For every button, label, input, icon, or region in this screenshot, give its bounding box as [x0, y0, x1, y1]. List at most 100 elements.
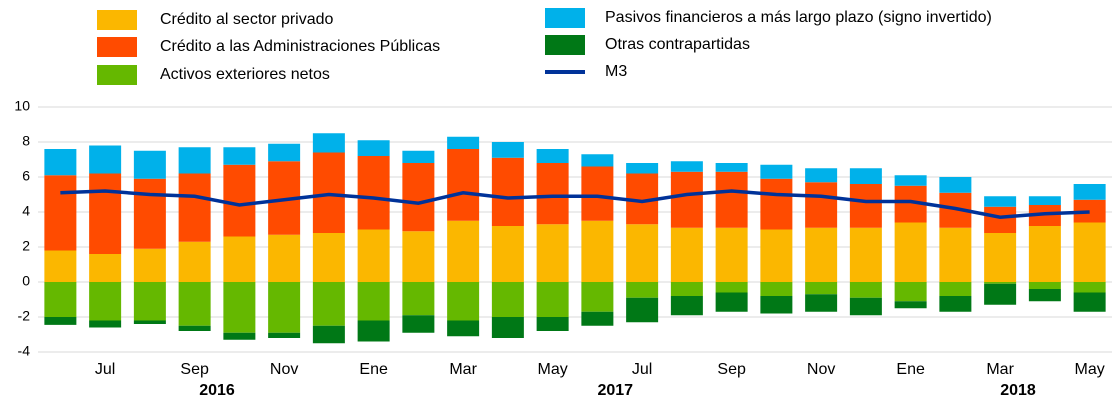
bar-segment: [312, 282, 345, 326]
x-tick-label: Mar: [986, 361, 1014, 378]
bar-segment: [894, 222, 927, 282]
x-tick-label: Nov: [807, 361, 835, 378]
bar-segment: [581, 311, 614, 326]
x-tick-label: Jul: [632, 361, 652, 378]
bar-segment: [44, 149, 77, 176]
bar-segment: [133, 248, 166, 282]
legend-label: Otras contrapartidas: [605, 36, 750, 53]
bar-segment: [760, 282, 793, 296]
bar-segment: [312, 133, 345, 153]
line: [60, 189, 1090, 220]
bar-segment: [89, 173, 122, 254]
bar-segment: [223, 332, 256, 340]
y-tick-label: 4: [22, 203, 30, 219]
legend-swatch: [545, 8, 585, 28]
x-tick-label: Ene: [896, 361, 925, 378]
bar-segment: [984, 233, 1017, 282]
bar-segment: [1073, 292, 1106, 312]
bar-segment: [536, 282, 569, 317]
bar-segment: [44, 175, 77, 251]
bar-segment: [536, 317, 569, 331]
bar-segment: [760, 296, 793, 314]
legend-swatch: [545, 35, 585, 55]
y-tick-label: 0: [22, 273, 30, 289]
bar-segment: [984, 196, 1017, 207]
bar-segment: [402, 315, 435, 333]
bar-segment: [715, 163, 748, 172]
bar-segment: [402, 231, 435, 282]
bar-segment: [805, 168, 838, 183]
bar-segment: [670, 227, 703, 282]
bar-segment: [626, 224, 659, 282]
y-tick-label: 6: [22, 168, 30, 184]
x-tick-label: Mar: [449, 361, 477, 378]
year-label: 2016: [199, 382, 235, 399]
bar-segment: [1073, 199, 1106, 223]
bar-segment: [849, 168, 882, 184]
bar-segment: [849, 297, 882, 316]
y-tick-label: 10: [14, 98, 30, 114]
legend-label: Crédito al sector privado: [160, 11, 334, 28]
x-tick-label: Ene: [359, 361, 388, 378]
bar-segment: [268, 143, 301, 162]
bar-segment: [491, 157, 524, 226]
bar-segment: [805, 227, 838, 282]
bar-segment: [89, 145, 122, 174]
bar-segment: [447, 149, 480, 221]
bar-segment: [1028, 282, 1061, 289]
bar-segment: [581, 220, 614, 282]
x-tick-label: Sep: [180, 361, 209, 378]
bar-segment: [894, 282, 927, 302]
bar-segment: [312, 325, 345, 344]
y-tick-label: -4: [18, 343, 31, 359]
bar-segment: [939, 282, 972, 296]
bar-segment: [133, 150, 166, 179]
bar-segment: [536, 149, 569, 163]
bar-segment: [268, 234, 301, 282]
bar-segment: [626, 282, 659, 298]
bar-segment: [223, 236, 256, 282]
bar-segment: [894, 175, 927, 186]
bar-segment: [581, 166, 614, 221]
bar-segment: [447, 282, 480, 321]
bar-segment: [491, 282, 524, 317]
bar-segment: [849, 184, 882, 228]
bar-segment: [894, 301, 927, 309]
bar-segment: [805, 282, 838, 295]
bar-segment: [44, 317, 77, 325]
legend-label: M3: [605, 63, 627, 80]
bar-segment: [491, 142, 524, 158]
bar-segment: [849, 282, 882, 298]
y-tick-label: 8: [22, 133, 30, 149]
bar-segment: [760, 229, 793, 282]
bar-segment: [89, 320, 122, 328]
bar-segment: [133, 320, 166, 324]
x-tick-label: Jul: [95, 361, 115, 378]
bar-segment: [805, 294, 838, 312]
bar-segment: [715, 171, 748, 228]
bar-segment: [715, 282, 748, 293]
bar-segment: [805, 182, 838, 228]
bar-segment: [89, 282, 122, 321]
x-tick-label: May: [1075, 361, 1105, 378]
bar-segment: [402, 150, 435, 163]
bar-segment: [1073, 282, 1106, 293]
bar-segment: [357, 156, 390, 230]
bar-segment: [223, 164, 256, 237]
bar-segment: [670, 171, 703, 228]
y-tick-label: 2: [22, 238, 30, 254]
bar-segment: [178, 173, 211, 242]
year-label: 2017: [597, 382, 633, 399]
bar-segment: [939, 177, 972, 193]
x-tick-label: May: [538, 361, 568, 378]
bar-segment: [760, 178, 793, 230]
bar-segment: [1028, 196, 1061, 205]
bar-segment: [178, 147, 211, 174]
legend-label: Crédito a las Administraciones Públicas: [160, 38, 440, 55]
bar-segment: [581, 282, 614, 312]
bar-segment: [357, 140, 390, 156]
bar-segment: [849, 227, 882, 282]
bar-segment: [223, 282, 256, 333]
bar-segment: [626, 297, 659, 323]
